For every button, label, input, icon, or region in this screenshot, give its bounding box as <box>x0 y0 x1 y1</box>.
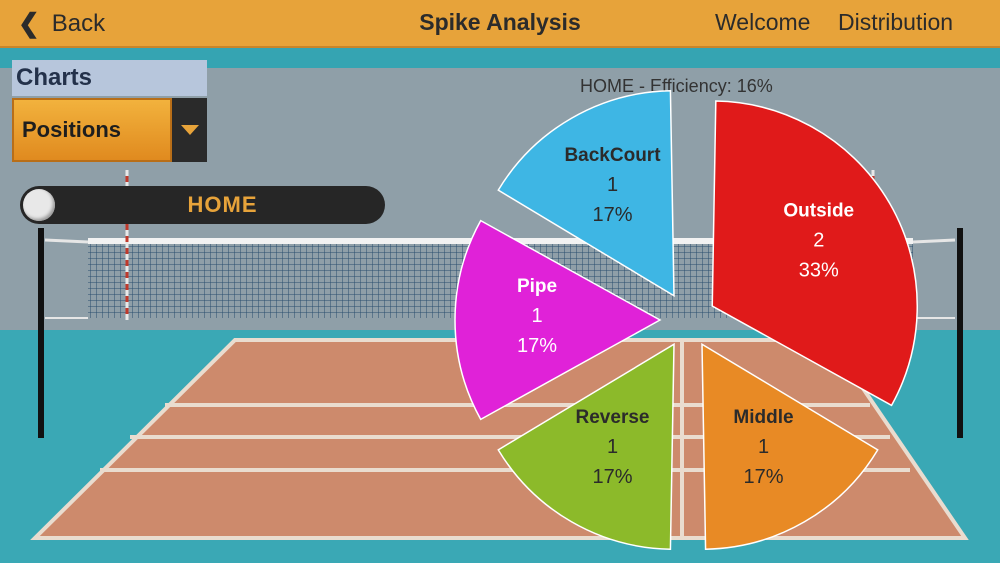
toggle-label: HOME <box>187 192 258 217</box>
slice-label: Reverse <box>576 407 650 428</box>
charts-label: Charts <box>12 60 207 96</box>
pie-slice-reverse[interactable]: Reverse 1 17% <box>497 342 675 550</box>
pie-slice-shape[interactable] <box>711 100 918 407</box>
pie-slice-pipe[interactable]: Pipe 1 17% <box>454 219 662 421</box>
back-label: Back <box>51 9 106 37</box>
chart-title: HOME - Efficiency: 16% <box>580 76 773 96</box>
slice-count: 1 <box>607 174 618 196</box>
toggle-knob[interactable] <box>23 189 55 221</box>
pie-slice-backcourt[interactable]: BackCourt 1 17% <box>497 90 675 298</box>
slice-count: 2 <box>813 230 824 252</box>
slice-count: 1 <box>531 305 542 327</box>
pie-slice-shape[interactable] <box>454 219 662 421</box>
pie-slice-shape[interactable] <box>701 342 879 550</box>
distribution-link[interactable]: Distribution <box>838 9 954 35</box>
pie-slice-outside[interactable]: Outside 2 33% <box>711 100 918 407</box>
back-button[interactable]: ❮ Back <box>18 8 105 39</box>
slice-label: Pipe <box>517 276 557 297</box>
welcome-link[interactable]: Welcome <box>715 9 811 35</box>
slice-label: Outside <box>783 201 854 222</box>
pie-slice-middle[interactable]: Middle 1 17% <box>701 342 879 550</box>
slice-percent: 17% <box>592 204 632 226</box>
slice-label: BackCourt <box>564 145 661 166</box>
home-away-toggle[interactable]: HOME <box>20 186 385 224</box>
pie-slice-shape[interactable] <box>497 90 675 298</box>
slice-count: 1 <box>607 436 618 458</box>
pie-slice-shape[interactable] <box>497 342 675 550</box>
header-band <box>0 48 1000 68</box>
dropdown-value[interactable]: Positions <box>12 98 172 162</box>
slice-percent: 17% <box>592 466 632 488</box>
slice-percent: 17% <box>517 335 557 357</box>
chevron-left-icon: ❮ <box>18 8 40 38</box>
chevron-down-icon[interactable] <box>172 98 207 162</box>
slice-label: Middle <box>733 407 793 428</box>
slice-count: 1 <box>758 436 769 458</box>
slice-percent: 33% <box>799 260 839 282</box>
slice-percent: 17% <box>743 466 783 488</box>
chart-type-dropdown[interactable]: Positions <box>12 98 207 162</box>
